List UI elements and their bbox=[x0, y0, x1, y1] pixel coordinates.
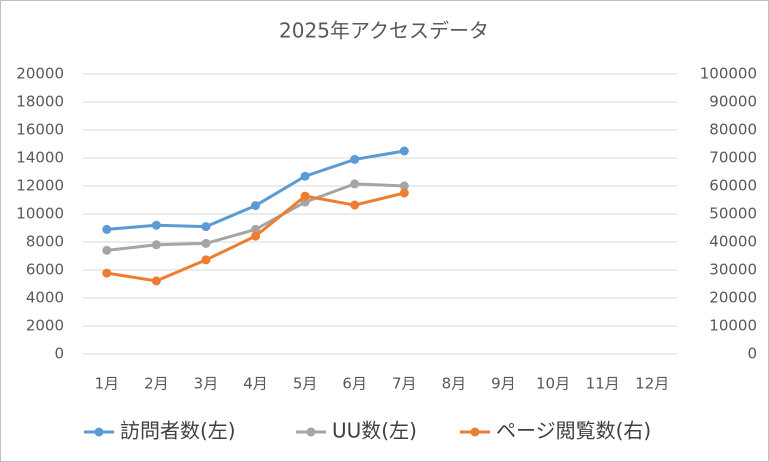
y2-tick-label: 60000 bbox=[709, 177, 757, 195]
legend-label: ページ閲覧数(右) bbox=[496, 419, 651, 443]
y-tick-label: 20000 bbox=[16, 65, 64, 83]
y2-tick-label: 70000 bbox=[709, 149, 757, 167]
point bbox=[102, 224, 112, 234]
y2-tick-label: 90000 bbox=[709, 93, 757, 111]
legend-marker bbox=[306, 427, 316, 437]
point bbox=[399, 188, 409, 198]
legend-label: UU数(左) bbox=[332, 419, 417, 443]
y2-tick-label: 100000 bbox=[700, 65, 757, 83]
point bbox=[350, 154, 360, 164]
x-tick-label: 3月 bbox=[194, 375, 219, 393]
y-tick-label: 4000 bbox=[26, 289, 64, 307]
point bbox=[399, 146, 409, 156]
y2-tick-label: 80000 bbox=[709, 121, 757, 139]
point bbox=[102, 245, 112, 255]
x-tick-label: 1月 bbox=[95, 375, 120, 393]
point bbox=[300, 171, 310, 181]
y-tick-label: 2000 bbox=[26, 317, 64, 335]
y-tick-label: 16000 bbox=[16, 121, 64, 139]
point bbox=[251, 231, 261, 241]
x-tick-label: 4月 bbox=[243, 375, 268, 393]
point bbox=[201, 222, 211, 232]
x-tick-label: 12月 bbox=[635, 375, 669, 393]
y2-tick-label: 40000 bbox=[709, 233, 757, 251]
y2-tick-label: 10000 bbox=[709, 317, 757, 335]
y-tick-label: 6000 bbox=[26, 261, 64, 279]
x-tick-label: 2月 bbox=[144, 375, 169, 393]
x-tick-label: 10月 bbox=[536, 375, 570, 393]
legend-marker bbox=[470, 427, 480, 437]
y2-tick-label: 0 bbox=[747, 345, 757, 363]
y2-tick-label: 30000 bbox=[709, 261, 757, 279]
point bbox=[201, 238, 211, 248]
x-tick-label: 11月 bbox=[586, 375, 620, 393]
y-tick-label: 14000 bbox=[16, 149, 64, 167]
chart-title: 2025年アクセスデータ bbox=[279, 19, 489, 43]
x-tick-label: 9月 bbox=[491, 375, 516, 393]
point bbox=[350, 179, 360, 189]
point bbox=[350, 200, 360, 210]
x-tick-label: 5月 bbox=[293, 375, 318, 393]
point bbox=[151, 220, 161, 230]
y-tick-label: 10000 bbox=[16, 205, 64, 223]
point bbox=[151, 240, 161, 250]
x-tick-label: 7月 bbox=[392, 375, 417, 393]
y-tick-label: 12000 bbox=[16, 177, 64, 195]
y-tick-label: 0 bbox=[54, 345, 64, 363]
x-tick-label: 8月 bbox=[442, 375, 467, 393]
point bbox=[151, 276, 161, 286]
point bbox=[300, 191, 310, 201]
y-tick-label: 18000 bbox=[16, 93, 64, 111]
point bbox=[399, 181, 409, 191]
point bbox=[102, 268, 112, 278]
y-tick-label: 8000 bbox=[26, 233, 64, 251]
legend-label: 訪問者数(左) bbox=[120, 419, 236, 443]
point bbox=[251, 201, 261, 211]
x-tick-label: 6月 bbox=[342, 375, 367, 393]
y2-tick-label: 50000 bbox=[709, 205, 757, 223]
point bbox=[251, 224, 261, 234]
point bbox=[201, 255, 211, 265]
legend-marker bbox=[94, 427, 104, 437]
y2-tick-label: 20000 bbox=[709, 289, 757, 307]
